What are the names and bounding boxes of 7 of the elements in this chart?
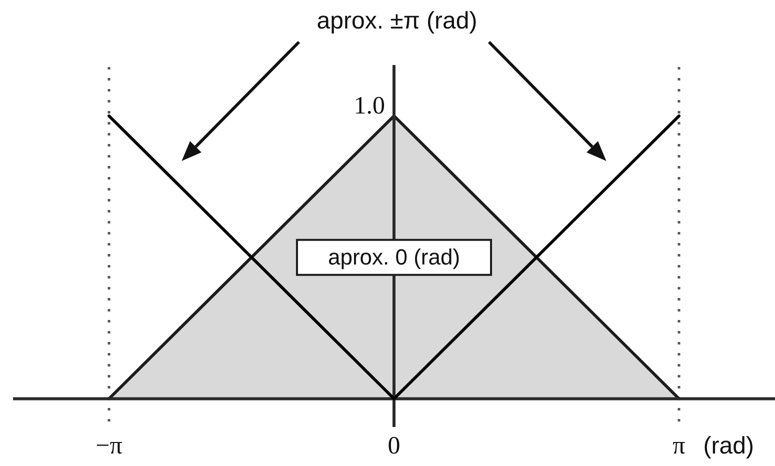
annotation: 1.0	[354, 92, 385, 120]
series-label: aprox. 0 (rad)	[328, 244, 460, 270]
x-tick-label: π	[672, 432, 686, 460]
x-tick-label: −π	[96, 432, 123, 460]
x-axis-title: (rad)	[703, 432, 754, 460]
text: aprox. ±π (rad)	[316, 8, 478, 35]
x-tick-label: 0	[388, 432, 400, 460]
